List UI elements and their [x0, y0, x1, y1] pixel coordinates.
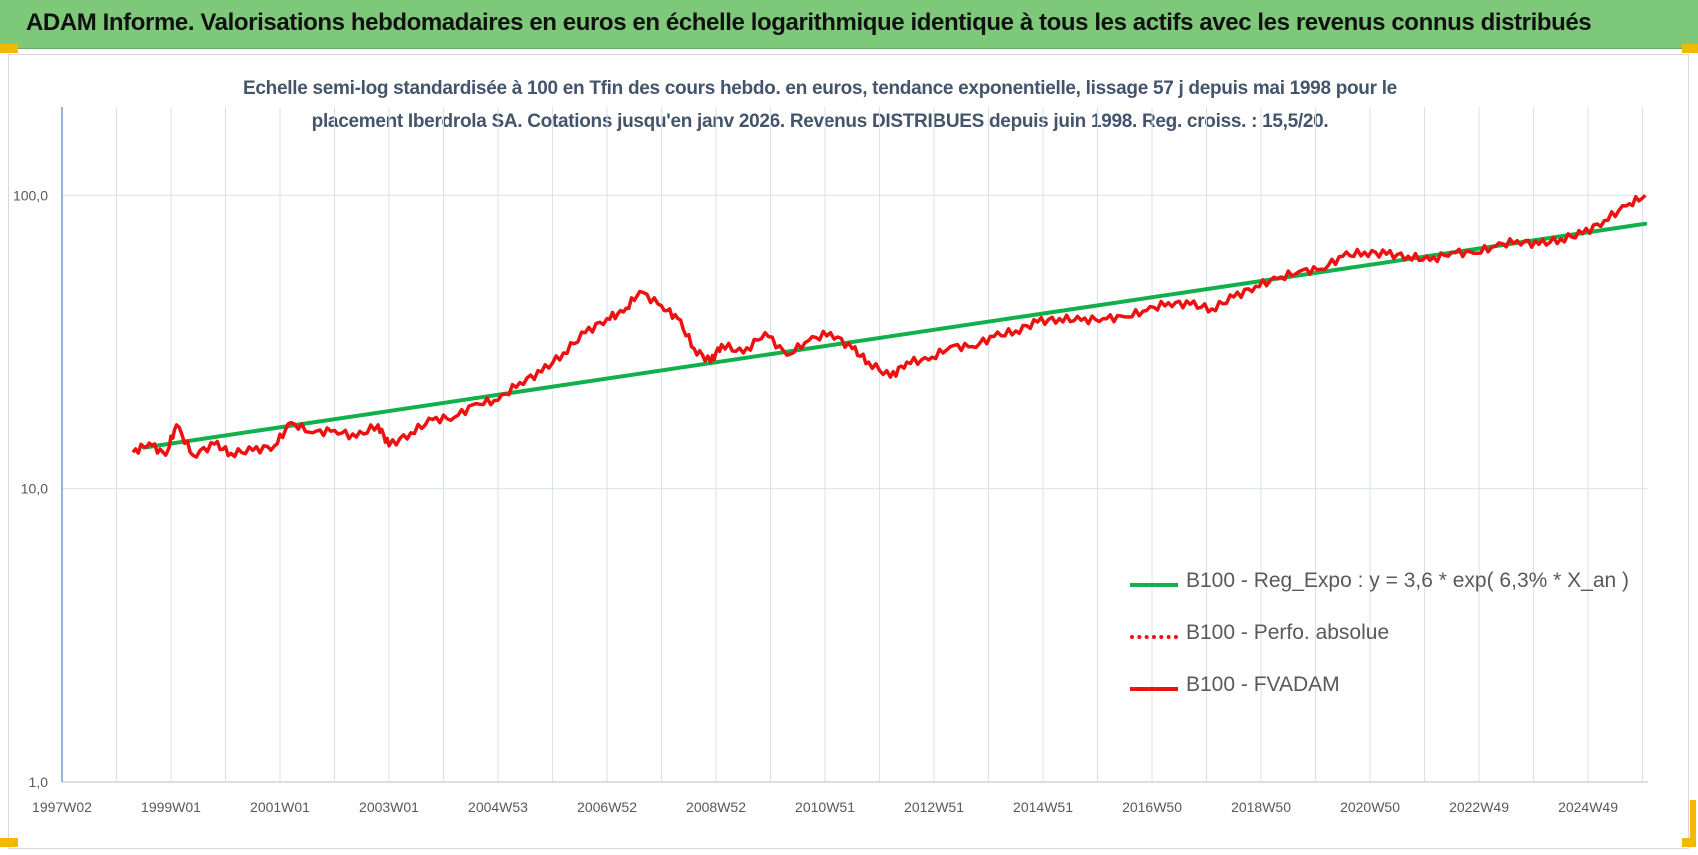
corner-marker-bottom-right [1690, 800, 1696, 846]
x-tick-label: 2012W51 [904, 799, 964, 815]
x-tick-label: 2004W53 [468, 799, 528, 815]
corner-marker-top-left [0, 44, 18, 53]
series-line-trend [141, 221, 1648, 450]
legend-label-fvadam: B100 - FVADAM [1186, 673, 1340, 696]
x-tick-label: 2024W49 [1558, 799, 1618, 815]
x-tick-label: 2020W50 [1340, 799, 1400, 815]
corner-marker-bottom-right-foot [1682, 838, 1696, 847]
chart-title: Echelle semi-log standardisée à 100 en T… [150, 72, 1490, 138]
x-tick-label: 2010W51 [795, 799, 855, 815]
corner-marker-top-right [1682, 44, 1698, 53]
y-tick-label: 1,0 [29, 774, 49, 790]
x-tick-label: 2003W01 [359, 799, 419, 815]
series-line-fvadam [131, 194, 1647, 459]
x-tick-label: 2018W50 [1231, 799, 1291, 815]
y-tick-label: 10,0 [21, 481, 48, 497]
chart-title-line-1: Echelle semi-log standardisée à 100 en T… [243, 78, 1397, 99]
x-tick-label: 2022W49 [1449, 799, 1509, 815]
x-tick-label: 1999W01 [141, 799, 201, 815]
page-title: ADAM Informe. Valorisations hebdomadaire… [26, 9, 1592, 36]
legend-swatch-perfo [1130, 635, 1178, 639]
legend-swatch-trend [1130, 583, 1178, 587]
chart-title-line-2: placement Iberdrola SA. Cotations jusqu'… [311, 111, 1329, 132]
legend-label-trend: B100 - Reg_Expo : y = 3,6 * exp( 6,3% * … [1186, 569, 1630, 592]
x-tick-label: 1997W02 [32, 799, 92, 815]
y-tick-label: 100,0 [13, 187, 48, 203]
x-tick-label: 2016W50 [1122, 799, 1182, 815]
x-tick-label: 2008W52 [686, 799, 746, 815]
corner-marker-bottom-left [0, 838, 18, 847]
header-bar: ADAM Informe. Valorisations hebdomadaire… [0, 0, 1698, 49]
chart-frame [8, 54, 1689, 849]
x-tick-label: 2014W51 [1013, 799, 1073, 815]
legend-swatch-fvadam [1130, 687, 1178, 691]
x-tick-label: 2006W52 [577, 799, 637, 815]
x-tick-label: 2001W01 [250, 799, 310, 815]
legend-label-perfo: B100 - Perfo. absolue [1186, 621, 1390, 644]
